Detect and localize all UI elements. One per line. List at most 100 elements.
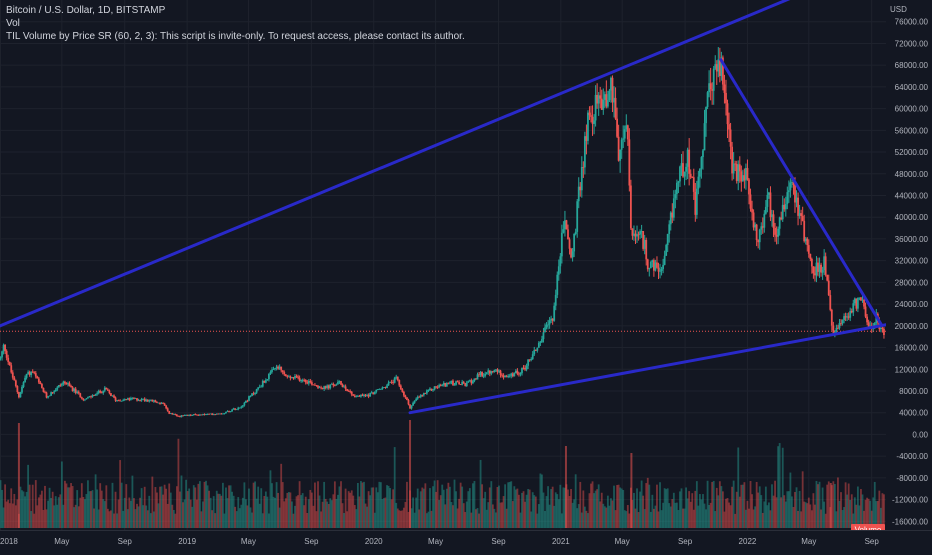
volume-bar	[13, 493, 16, 528]
volume-bar	[424, 483, 427, 528]
candle-body	[197, 415, 200, 416]
volume-bar	[330, 500, 333, 528]
volume-bar	[695, 481, 698, 528]
volume-bar	[367, 491, 370, 528]
candle-body	[41, 384, 43, 388]
candle-body	[406, 397, 408, 400]
volume-bar	[686, 498, 689, 528]
volume-bar	[542, 492, 545, 528]
volume-bar	[573, 499, 576, 528]
candle-body	[37, 378, 40, 383]
candle-body	[573, 233, 576, 252]
candle-body	[318, 387, 321, 389]
candle-body	[826, 274, 829, 281]
candle-body	[852, 303, 855, 313]
volume-bar	[65, 483, 68, 528]
volume-bar	[87, 480, 89, 528]
volume-bar	[637, 512, 640, 528]
volume-bar	[363, 481, 365, 528]
volume-bar	[140, 488, 143, 528]
candle-body	[330, 383, 333, 385]
volume-bar	[824, 513, 827, 528]
candle-body	[659, 270, 661, 272]
volume-bar	[418, 509, 421, 528]
candle-body	[548, 320, 551, 325]
volume-bar	[59, 494, 62, 528]
volume-bar	[79, 497, 82, 528]
candle-body	[278, 366, 281, 369]
volume-bar	[376, 492, 379, 528]
candle-body	[560, 232, 563, 257]
volume-bar	[672, 492, 675, 528]
candle-body	[51, 392, 54, 393]
candle-body	[763, 213, 766, 228]
volume-bar	[840, 492, 842, 528]
candle-body	[291, 377, 293, 379]
candle-body	[289, 376, 292, 379]
candle-body	[102, 390, 105, 393]
candle-body	[154, 400, 157, 403]
volume-bar	[826, 484, 829, 528]
volume-bar	[310, 492, 313, 528]
candle-body	[764, 206, 767, 214]
volume-bar	[175, 486, 178, 528]
volume-bar	[321, 501, 324, 528]
candle-body	[183, 415, 186, 416]
candle-body	[231, 409, 234, 412]
volume-bar	[502, 496, 505, 528]
candle-body	[593, 120, 595, 124]
volume-bar	[804, 502, 807, 528]
volume-indicator-title[interactable]: Vol	[6, 18, 20, 29]
candle-body	[735, 163, 738, 181]
volume-bar	[137, 506, 140, 528]
candle-body	[389, 381, 391, 383]
candle-body	[180, 415, 183, 418]
volume-bar	[815, 480, 818, 528]
volume-bar	[384, 497, 387, 528]
candle-body	[511, 373, 514, 377]
candle-body	[539, 342, 542, 343]
candle-body	[495, 369, 497, 371]
volume-bar	[660, 510, 663, 528]
volume-bar	[827, 481, 830, 528]
candle-body	[708, 83, 711, 93]
volume-bar	[579, 481, 582, 528]
volume-bar	[306, 512, 309, 528]
volume-bar	[784, 501, 787, 528]
volume-bar	[553, 505, 556, 528]
volume-spike	[409, 420, 412, 528]
volume-bar	[745, 509, 747, 528]
volume-bar	[758, 486, 761, 528]
volume-spike	[630, 453, 633, 528]
candle-body	[772, 214, 775, 228]
candle-body	[39, 382, 42, 385]
candle-body	[740, 171, 743, 182]
price-tick-label: 16000.00	[895, 344, 929, 353]
volume-bar	[485, 509, 488, 528]
volume-bar	[369, 495, 372, 528]
candle-body	[484, 373, 487, 376]
candle-body	[315, 384, 318, 386]
volume-bar	[14, 505, 17, 528]
candle-body	[364, 394, 367, 396]
indicator-title[interactable]: TIL Volume by Price SR (60, 2, 3): This …	[6, 31, 465, 42]
candle-body	[53, 391, 56, 393]
candle-body	[473, 378, 476, 382]
volume-bar	[475, 509, 477, 528]
volume-bar	[479, 459, 482, 528]
time-tick-label: Sep	[118, 537, 133, 546]
symbol-title[interactable]: Bitcoin / U.S. Dollar, 1D, BITSTAMP	[6, 5, 166, 16]
candle-body	[550, 318, 553, 321]
candle-body	[165, 405, 168, 409]
volume-bar	[567, 489, 569, 528]
candle-body	[415, 398, 418, 401]
volume-bar	[287, 492, 290, 528]
volume-bar	[772, 495, 775, 528]
price-tick-label: 32000.00	[895, 257, 929, 266]
candle-body	[656, 262, 658, 268]
volume-bar	[445, 488, 448, 528]
volume-bar	[435, 491, 437, 528]
volume-bar	[729, 505, 732, 528]
